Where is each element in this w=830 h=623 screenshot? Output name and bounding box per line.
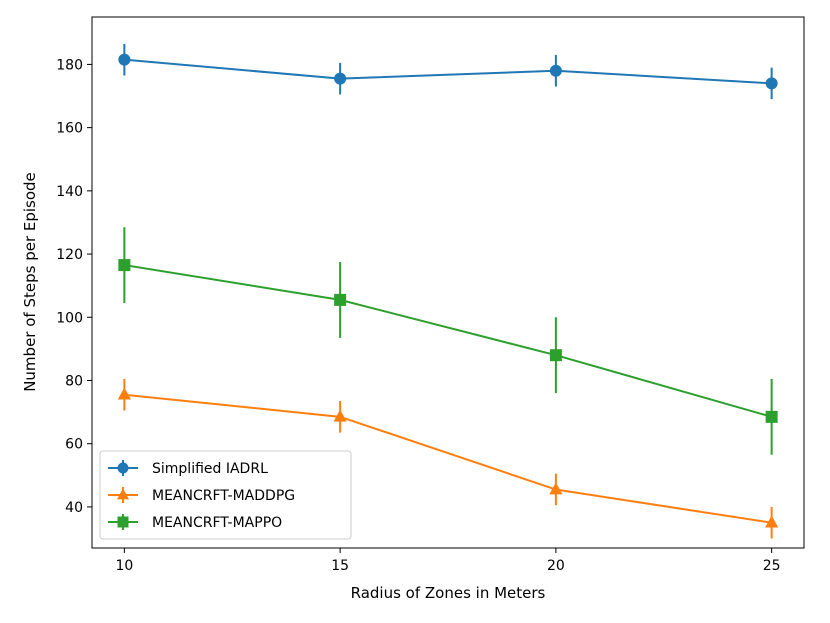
data-point	[549, 64, 562, 77]
plot-area-frame	[91, 16, 805, 549]
data-point	[549, 349, 562, 362]
y-tick-label: 40	[65, 500, 83, 516]
legend-marker	[117, 516, 129, 528]
y-tick-label: 140	[56, 184, 83, 200]
x-tick-label: 10	[115, 558, 133, 574]
series-line	[124, 264, 772, 418]
legend-item-2: MEANCRFT-MADDPG	[108, 487, 295, 504]
y-tick-label: 180	[56, 57, 83, 73]
legend-label: Simplified IADRL	[152, 461, 268, 477]
series-line	[124, 393, 772, 524]
legend: Simplified IADRL MEANCRFT-MADDPG MEANCRFT-…	[99, 450, 352, 540]
x-tick-label: 15	[331, 558, 349, 574]
data-point	[118, 53, 131, 66]
data-point	[765, 410, 778, 423]
y-tick-label: 60	[65, 437, 83, 453]
series-2	[117, 378, 779, 539]
data-point	[117, 387, 131, 400]
y-tick-label: 80	[65, 373, 83, 389]
x-axis: 10 15 20 25	[115, 548, 781, 574]
data-point	[549, 482, 563, 495]
data-point	[334, 72, 347, 85]
legend-item-1: Simplified IADRL	[108, 460, 268, 477]
legend-label: MEANCRFT-MADDPG	[152, 488, 295, 504]
y-axis: 40 60 80 100 120 140 160 180	[56, 57, 92, 516]
x-axis-label: Radius of Zones in Meters	[351, 584, 546, 602]
y-tick-label: 100	[56, 310, 83, 326]
y-tick-label: 120	[56, 247, 83, 263]
series-3	[118, 227, 778, 455]
legend-marker	[116, 488, 130, 500]
legend-item-3: MEANCRFT-MAPPO	[108, 514, 282, 531]
series-line	[124, 58, 772, 85]
data-point	[333, 409, 347, 422]
data-point	[118, 259, 131, 272]
y-axis-label: Number of Steps per Episode	[21, 172, 39, 392]
plot-content	[117, 43, 779, 539]
data-point	[334, 293, 347, 306]
legend-label: MEANCRFT-MAPPO	[152, 515, 282, 531]
data-point	[765, 515, 779, 528]
legend-marker	[117, 462, 129, 474]
y-tick-label: 160	[56, 121, 83, 137]
x-tick-label: 25	[763, 558, 781, 574]
legend-frame	[99, 450, 352, 540]
series-1	[118, 43, 778, 100]
data-point	[765, 77, 778, 90]
x-tick-label: 20	[547, 558, 565, 574]
